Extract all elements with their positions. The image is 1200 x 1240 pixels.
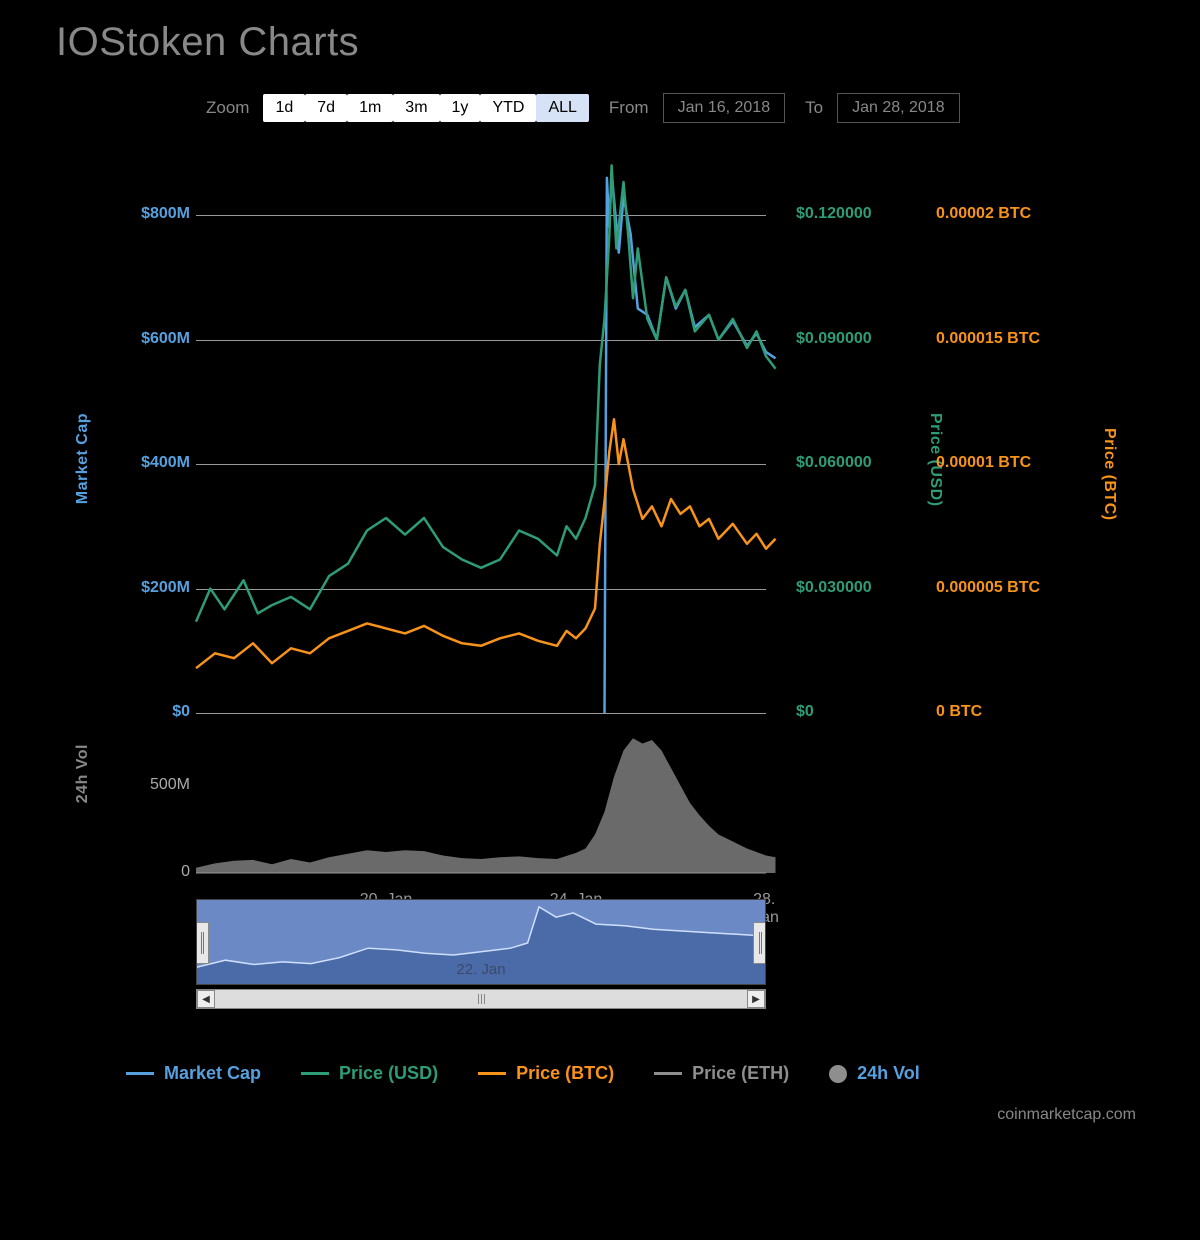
ytick-btc: 0.00002 BTC: [936, 205, 1031, 223]
scroll-grip-icon[interactable]: [467, 994, 495, 1004]
source-credit: coinmarketcap.com: [56, 1106, 1136, 1124]
zoom-button-1d[interactable]: 1d: [263, 94, 305, 122]
zoom-button-7d[interactable]: 7d: [305, 94, 347, 122]
ytick-usd: $0.090000: [796, 330, 872, 348]
legend-item[interactable]: Price (USD): [301, 1063, 438, 1084]
legend: Market Cap Price (USD) Price (BTC) Price (E…: [126, 1063, 1144, 1084]
navigator-handle-left[interactable]: [196, 922, 209, 964]
navigator-label: 22. Jan: [456, 961, 505, 978]
legend-swatch: [478, 1072, 506, 1075]
legend-label: Price (ETH): [692, 1063, 789, 1084]
ytick-btc: 0.000005 BTC: [936, 579, 1040, 597]
legend-swatch: [654, 1072, 682, 1075]
legend-label: Price (USD): [339, 1063, 438, 1084]
volume-chart-svg: [56, 733, 766, 873]
ytick-btc: 0.00001 BTC: [936, 454, 1031, 472]
zoom-label: Zoom: [206, 98, 249, 118]
to-label: To: [805, 98, 823, 118]
page-title: IOStoken Charts: [56, 20, 1144, 65]
navigator-handle-right[interactable]: [753, 922, 766, 964]
scroll-left-icon[interactable]: ◀: [197, 990, 215, 1008]
navigator[interactable]: 22. Jan ◀ ▶: [196, 899, 766, 1019]
legend-label: Market Cap: [164, 1063, 261, 1084]
ytick-btc: 0 BTC: [936, 703, 982, 721]
zoom-button-all[interactable]: ALL: [536, 94, 588, 122]
legend-swatch: [829, 1065, 847, 1083]
legend-label: 24h Vol: [857, 1063, 920, 1084]
legend-item[interactable]: 24h Vol: [829, 1063, 920, 1084]
navigator-scrollbar[interactable]: ◀ ▶: [196, 989, 766, 1009]
zoom-button-1y[interactable]: 1y: [440, 94, 481, 122]
from-label: From: [609, 98, 649, 118]
ytick-btc: 0.000015 BTC: [936, 330, 1040, 348]
ytick-usd: $0.120000: [796, 205, 872, 223]
main-chart-svg: [56, 153, 766, 713]
zoom-button-3m[interactable]: 3m: [393, 94, 439, 122]
ytick-usd: $0.030000: [796, 579, 872, 597]
legend-swatch: [301, 1072, 329, 1075]
legend-swatch: [126, 1072, 154, 1075]
axis-title-btc: Price (BTC): [1100, 428, 1118, 521]
zoom-button-1m[interactable]: 1m: [347, 94, 393, 122]
from-date-input[interactable]: Jan 16, 2018: [663, 93, 786, 123]
scroll-right-icon[interactable]: ▶: [747, 990, 765, 1008]
legend-item[interactable]: Price (ETH): [654, 1063, 789, 1084]
zoom-button-ytd[interactable]: YTD: [480, 94, 536, 122]
legend-item[interactable]: Market Cap: [126, 1063, 261, 1084]
legend-label: Price (BTC): [516, 1063, 614, 1084]
ytick-usd: $0: [796, 703, 814, 721]
main-chart[interactable]: Market Cap Price (USD) Price (BTC) $0$20…: [56, 153, 1144, 863]
zoom-toolbar: Zoom 1d7d1m3m1yYTDALL From Jan 16, 2018 …: [206, 93, 1144, 123]
to-date-input[interactable]: Jan 28, 2018: [837, 93, 960, 123]
legend-item[interactable]: Price (BTC): [478, 1063, 614, 1084]
navigator-range[interactable]: 22. Jan: [196, 899, 766, 985]
ytick-usd: $0.060000: [796, 454, 872, 472]
